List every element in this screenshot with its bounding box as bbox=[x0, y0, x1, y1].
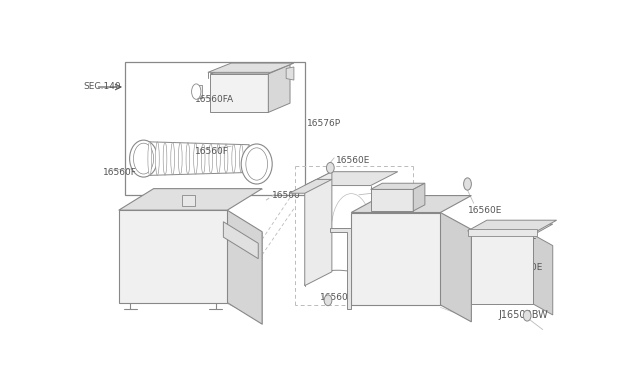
Text: 16560E: 16560E bbox=[336, 156, 370, 165]
Polygon shape bbox=[351, 212, 440, 305]
Polygon shape bbox=[330, 228, 351, 309]
Polygon shape bbox=[208, 63, 294, 73]
Polygon shape bbox=[467, 229, 537, 236]
Ellipse shape bbox=[179, 142, 182, 174]
Ellipse shape bbox=[186, 143, 190, 174]
Polygon shape bbox=[371, 183, 425, 189]
Polygon shape bbox=[268, 65, 290, 112]
Ellipse shape bbox=[324, 295, 332, 306]
Polygon shape bbox=[472, 224, 553, 235]
Ellipse shape bbox=[209, 144, 212, 174]
Ellipse shape bbox=[134, 143, 154, 174]
Ellipse shape bbox=[232, 144, 236, 173]
Text: 16556: 16556 bbox=[381, 191, 410, 200]
Ellipse shape bbox=[246, 148, 268, 180]
Polygon shape bbox=[413, 183, 425, 211]
Polygon shape bbox=[289, 179, 332, 193]
Ellipse shape bbox=[148, 142, 152, 176]
Polygon shape bbox=[467, 220, 557, 231]
Text: 16560FA: 16560FA bbox=[195, 95, 234, 104]
Text: 16500: 16500 bbox=[272, 191, 301, 200]
Text: 16552: 16552 bbox=[509, 232, 538, 241]
Text: 16560E: 16560E bbox=[467, 206, 502, 215]
Text: 16560E: 16560E bbox=[509, 263, 544, 272]
Text: 16560F: 16560F bbox=[195, 147, 228, 156]
Polygon shape bbox=[119, 189, 262, 210]
Polygon shape bbox=[119, 210, 227, 302]
Text: SEC.140: SEC.140 bbox=[84, 82, 122, 92]
Ellipse shape bbox=[524, 310, 531, 321]
Text: 16549: 16549 bbox=[381, 270, 410, 279]
Polygon shape bbox=[227, 210, 262, 324]
Polygon shape bbox=[210, 74, 268, 112]
Ellipse shape bbox=[216, 144, 220, 173]
Polygon shape bbox=[371, 189, 413, 211]
Ellipse shape bbox=[224, 144, 228, 173]
Ellipse shape bbox=[239, 144, 243, 173]
Polygon shape bbox=[286, 67, 294, 80]
Polygon shape bbox=[210, 65, 290, 74]
Polygon shape bbox=[125, 62, 305, 195]
Ellipse shape bbox=[171, 142, 175, 175]
Ellipse shape bbox=[326, 163, 334, 173]
Polygon shape bbox=[195, 86, 202, 98]
Polygon shape bbox=[472, 235, 533, 304]
Ellipse shape bbox=[241, 144, 272, 184]
Polygon shape bbox=[533, 235, 553, 315]
Polygon shape bbox=[223, 222, 259, 259]
Ellipse shape bbox=[130, 140, 157, 177]
Text: 16576P: 16576P bbox=[307, 119, 341, 128]
Text: 16560F: 16560F bbox=[103, 168, 137, 177]
Ellipse shape bbox=[202, 143, 205, 174]
Polygon shape bbox=[351, 196, 472, 212]
Ellipse shape bbox=[247, 145, 251, 173]
Polygon shape bbox=[305, 172, 332, 286]
Ellipse shape bbox=[463, 178, 472, 190]
Text: 16560E: 16560E bbox=[320, 293, 355, 302]
Polygon shape bbox=[182, 195, 195, 206]
Text: J16502BW: J16502BW bbox=[499, 310, 548, 320]
Ellipse shape bbox=[156, 142, 159, 175]
Ellipse shape bbox=[163, 142, 167, 175]
Ellipse shape bbox=[191, 84, 201, 99]
Polygon shape bbox=[305, 172, 397, 186]
Ellipse shape bbox=[194, 143, 197, 174]
Polygon shape bbox=[440, 212, 472, 322]
